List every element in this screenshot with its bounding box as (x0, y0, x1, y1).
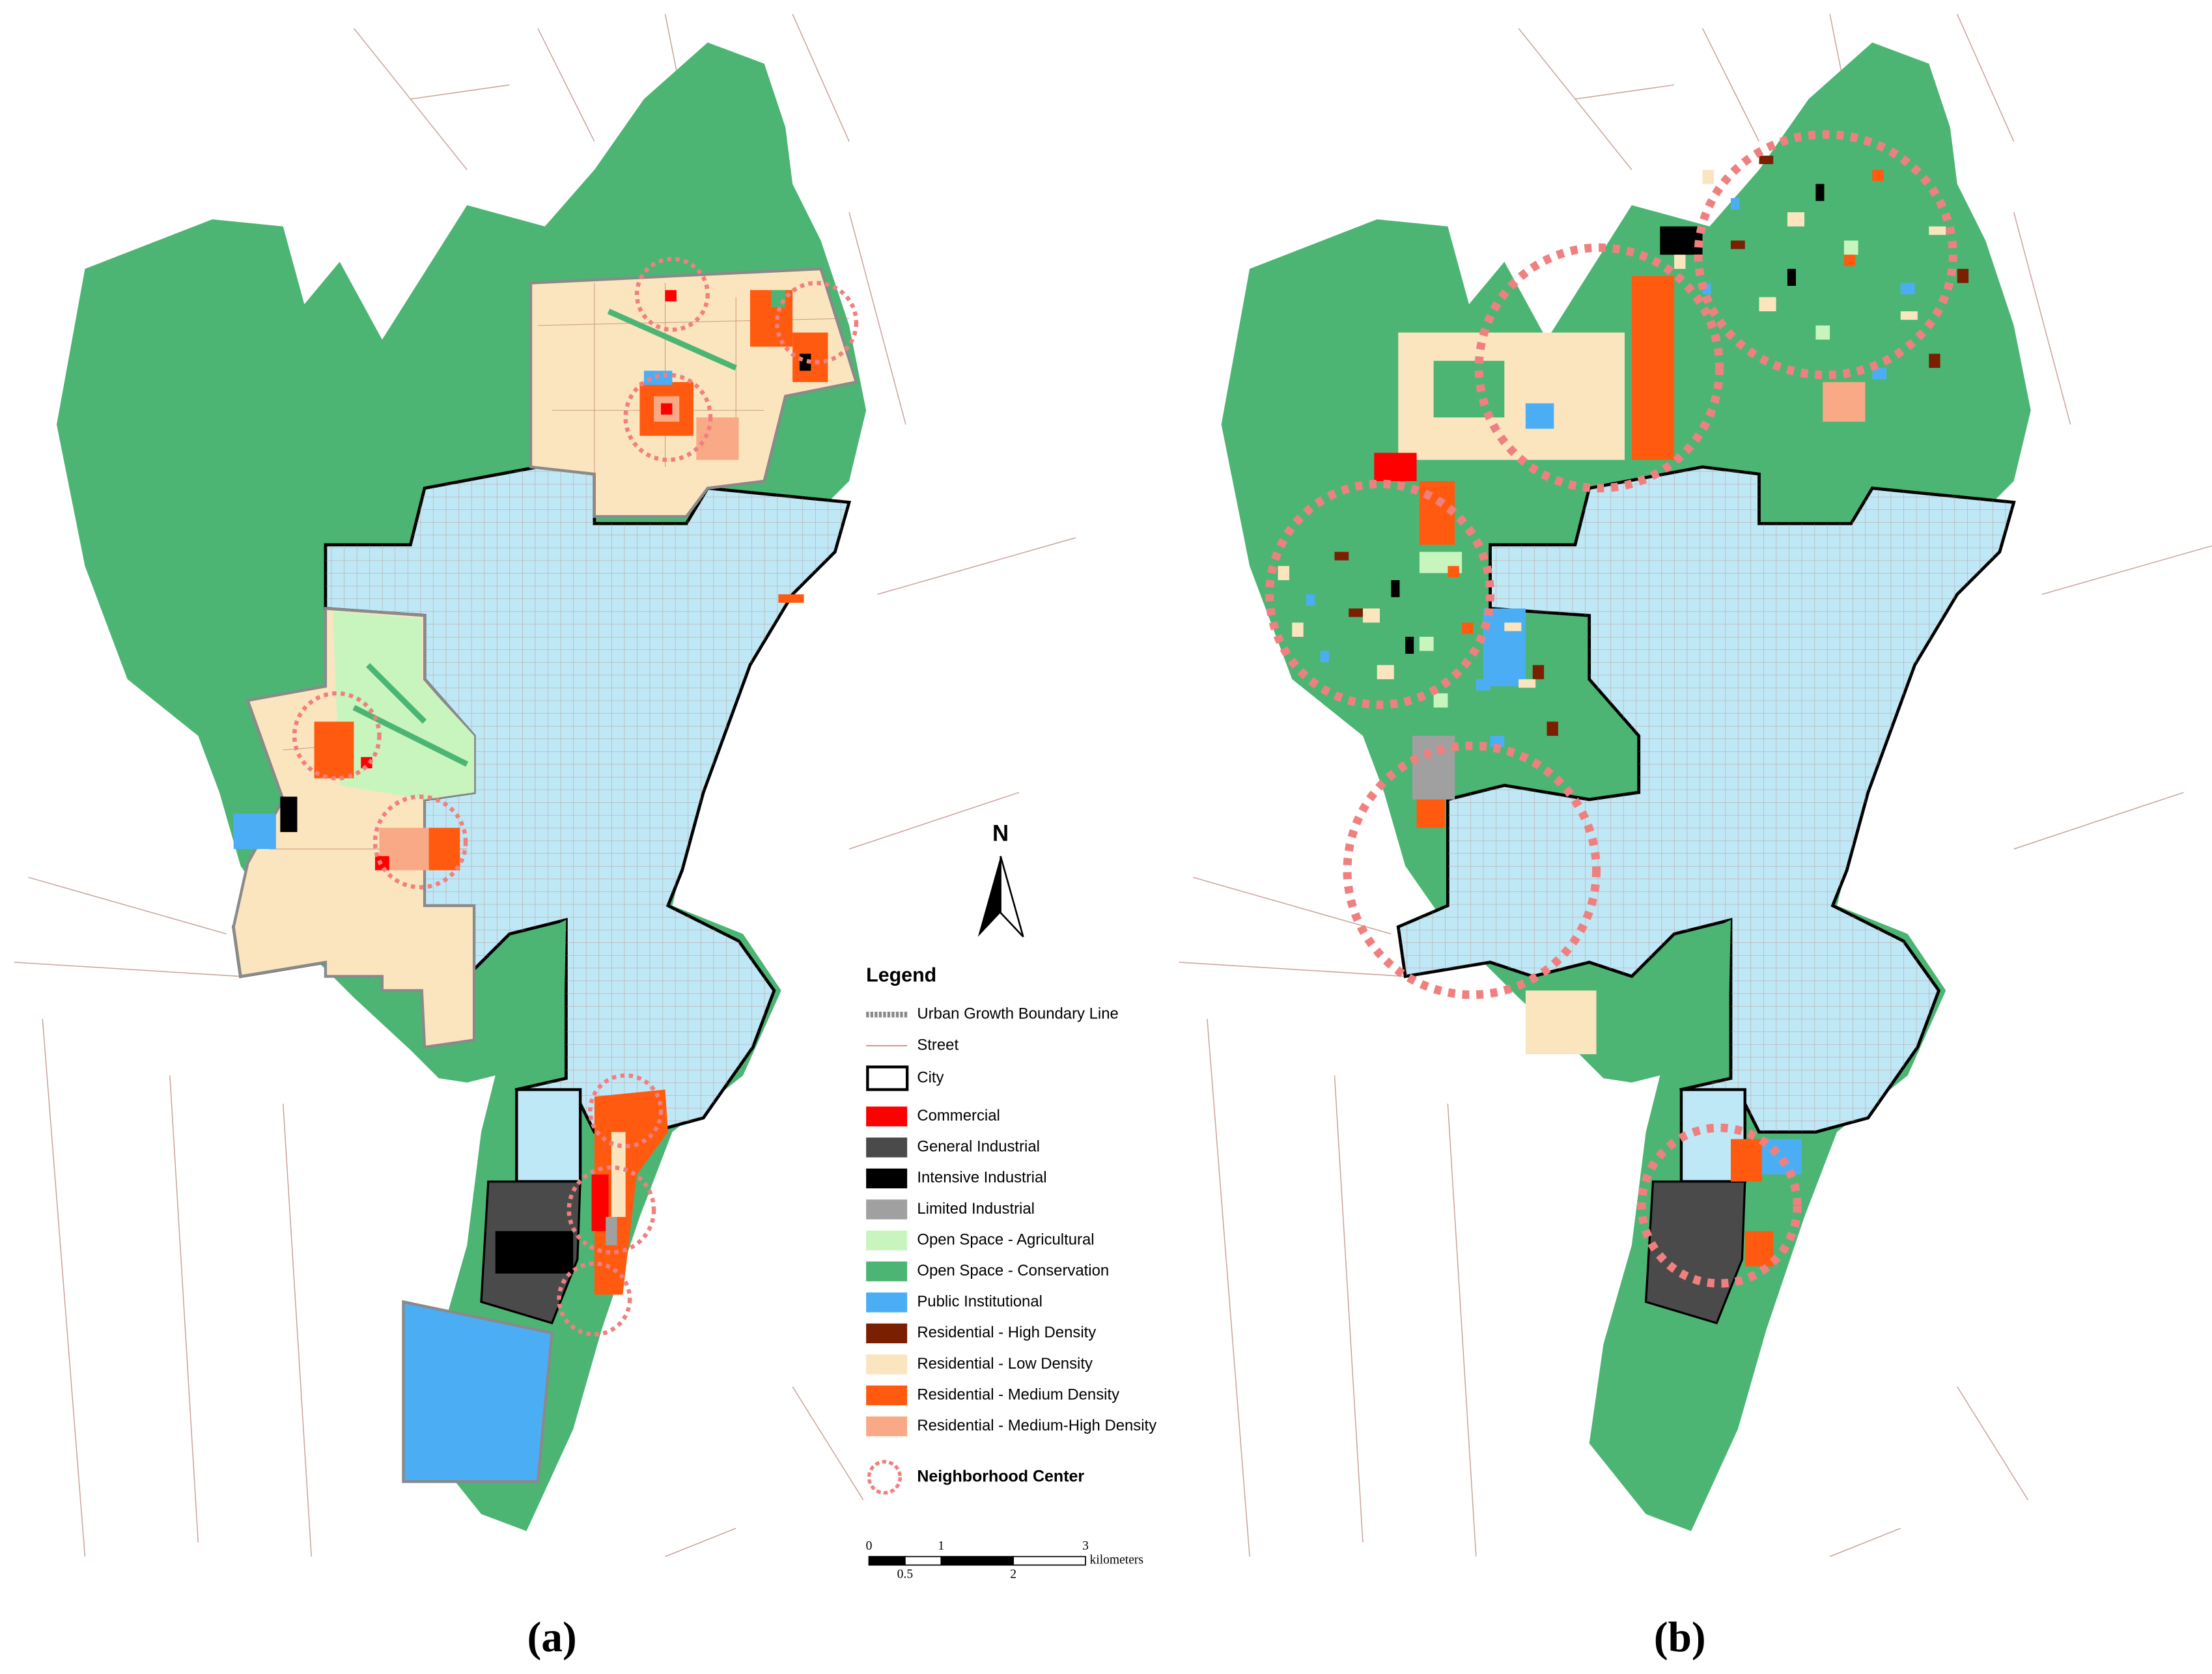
scale-label: 0.5 (897, 1567, 914, 1581)
legend-title: Legend (866, 964, 936, 986)
panel-label: (b) (1654, 1614, 1706, 1661)
map-b (1178, 13, 2212, 1557)
legend-label: City (917, 1068, 944, 1086)
legend-label: Street (917, 1036, 959, 1053)
legend-label: General Industrial (917, 1138, 1040, 1156)
map-a (14, 13, 1076, 1557)
legend-label: Commercial (917, 1107, 1000, 1124)
legend-label: Residential - Medium-High Density (917, 1417, 1156, 1434)
legend: Legend Urban Growth Boundary Line Street… (866, 964, 1156, 1495)
legend-label: Limited Industrial (917, 1200, 1035, 1218)
legend-label: Residential - High Density (917, 1324, 1096, 1341)
scale-label: 0 (866, 1539, 873, 1553)
legend-label: Open Space - Conservation (917, 1262, 1109, 1279)
legend-swatch (866, 1137, 908, 1158)
legend-label: Open Space - Agricultural (917, 1231, 1094, 1248)
legend-swatch (866, 1416, 908, 1436)
legend-swatch (866, 1199, 908, 1220)
legend-swatch (866, 1168, 908, 1189)
scale-segment (904, 1555, 942, 1566)
legend-swatch (866, 1230, 908, 1251)
scale-label: 2 (1010, 1567, 1016, 1581)
north-arrow: N (977, 821, 1024, 938)
panel-label: (a) (527, 1614, 577, 1661)
scale-segment (1013, 1555, 1086, 1566)
legend-swatch (866, 1385, 908, 1406)
legend-label: Urban Growth Boundary Line (917, 1005, 1118, 1023)
legend-swatch (866, 1261, 908, 1281)
city-symbol (866, 1065, 909, 1091)
scale-segment (940, 1555, 1015, 1566)
legend-swatch (866, 1106, 908, 1126)
scale-label: 1 (938, 1539, 944, 1553)
legend-swatch (866, 1292, 908, 1313)
scale-segment (868, 1555, 906, 1566)
legend-swatch (866, 1323, 908, 1344)
legend-label: Residential - Low Density (917, 1355, 1093, 1373)
legend-swatch (866, 1354, 908, 1374)
legend-label: Residential - Medium Density (917, 1386, 1119, 1403)
scale-unit: kilometers (1090, 1554, 1144, 1567)
north-label: N (992, 821, 1009, 846)
legend-label: Intensive Industrial (917, 1169, 1046, 1186)
legend-label: Neighborhood Center (917, 1468, 1084, 1486)
legend-label: Public Institutional (917, 1293, 1043, 1311)
scale-label: 3 (1082, 1539, 1089, 1553)
neighborhood-symbol (867, 1460, 903, 1495)
